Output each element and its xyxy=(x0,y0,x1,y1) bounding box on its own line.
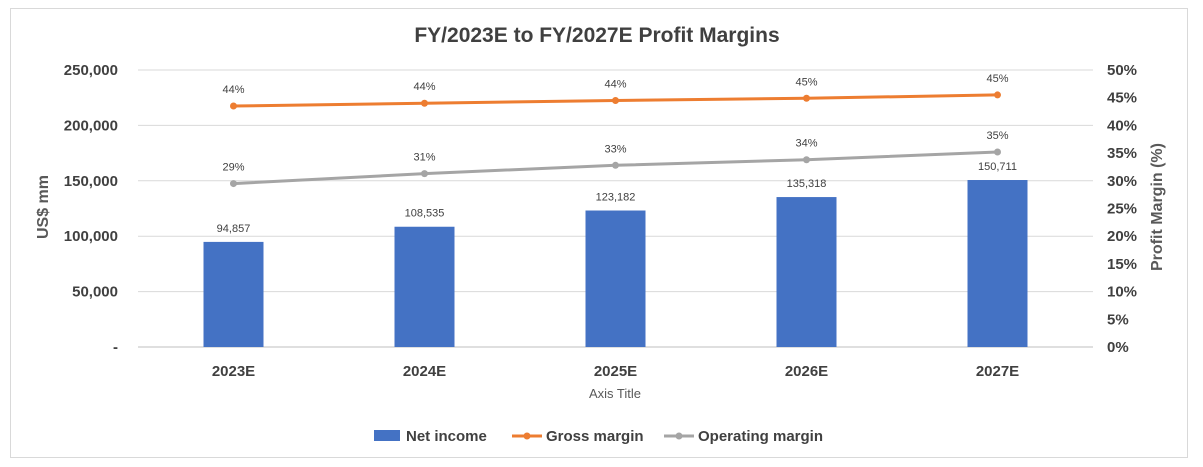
operating-margin-data-label: 33% xyxy=(604,143,626,155)
bar-data-label: 150,711 xyxy=(978,161,1017,173)
operating-margin-data-label: 34% xyxy=(795,138,817,150)
line-series: 44% 44% 44% 45% 45% 29% 31% 33% 34% 35% xyxy=(222,73,1009,188)
y2-axis-ticks: 0% 5% 10% 15% 20% 25% 30% 35% 40% 45% 50% xyxy=(1107,62,1137,356)
x-tick-label: 2024E xyxy=(403,363,446,380)
y2-tick-label: 50% xyxy=(1107,62,1137,79)
operating-margin-data-label: 31% xyxy=(413,152,435,164)
gross-margin-data-label: 45% xyxy=(795,76,817,88)
y-axis-label: US$ mm xyxy=(35,175,52,239)
x-tick-label: 2023E xyxy=(212,363,255,380)
y-tick-label: 150,000 xyxy=(64,173,118,190)
legend-label-gross-margin: Gross margin xyxy=(546,428,644,445)
y2-tick-label: 30% xyxy=(1107,173,1137,190)
legend-marker-gross-margin xyxy=(523,432,531,440)
legend-label-net-income: Net income xyxy=(406,428,487,445)
y-tick-label: 50,000 xyxy=(72,284,118,301)
bar-data-label: 135,318 xyxy=(787,178,827,190)
chart-frame xyxy=(10,8,1188,458)
y2-tick-label: 5% xyxy=(1107,311,1129,328)
y-tick-label: - xyxy=(113,339,118,356)
y-tick-label: 100,000 xyxy=(64,228,118,245)
operating-margin-point xyxy=(421,170,428,178)
legend: Net income Gross margin Operating margin xyxy=(374,428,823,445)
bar-data-label: 94,857 xyxy=(217,223,251,235)
gross-margin-data-label: 44% xyxy=(222,84,244,96)
bar-2026E xyxy=(776,197,837,347)
y2-tick-label: 0% xyxy=(1107,339,1129,356)
bar-data-label: 108,535 xyxy=(405,208,445,220)
x-tick-label: 2025E xyxy=(594,363,637,380)
bar-2025E xyxy=(585,210,646,347)
x-axis-ticks: 2023E 2024E 2025E 2026E 2027E xyxy=(212,363,1019,380)
y2-tick-label: 35% xyxy=(1107,145,1137,162)
legend-label-operating-margin: Operating margin xyxy=(698,428,823,445)
operating-margin-data-label: 35% xyxy=(986,130,1008,142)
gross-margin-point xyxy=(230,102,237,110)
operating-margin-data-label: 29% xyxy=(222,162,244,174)
y2-tick-label: 20% xyxy=(1107,228,1137,245)
y2-tick-label: 45% xyxy=(1107,90,1137,107)
operating-margin-point xyxy=(230,180,237,188)
bar-2023E xyxy=(203,241,264,347)
operating-margin-point xyxy=(803,156,810,164)
y2-tick-label: 10% xyxy=(1107,284,1137,301)
gross-margin-data-label: 44% xyxy=(604,78,626,90)
chart-title: FY/2023E to FY/2027E Profit Margins xyxy=(414,24,779,47)
gross-margin-data-label: 44% xyxy=(413,81,435,93)
bar-series: 94,857 108,535 123,182 135,318 150,711 xyxy=(203,161,1028,347)
bar-2027E xyxy=(967,180,1028,347)
operating-margin-point xyxy=(994,148,1001,156)
bar-2024E xyxy=(394,226,455,347)
gross-margin-point xyxy=(803,94,810,102)
y-axis-ticks: - 50,000 100,000 150,000 200,000 250,000 xyxy=(64,62,118,356)
x-axis-label: Axis Title xyxy=(589,386,641,401)
y-tick-label: 250,000 xyxy=(64,62,118,79)
y2-tick-label: 40% xyxy=(1107,117,1137,134)
y2-axis-label: Profit Margin (%) xyxy=(1149,143,1166,271)
gross-margin-data-label: 45% xyxy=(986,73,1008,85)
gross-margin-point xyxy=(612,96,619,104)
gross-margin-point xyxy=(421,99,428,107)
bar-data-label: 123,182 xyxy=(596,192,636,204)
operating-margin-point xyxy=(612,161,619,169)
y2-tick-label: 25% xyxy=(1107,201,1137,218)
legend-swatch-net-income xyxy=(374,430,400,441)
x-tick-label: 2026E xyxy=(785,363,828,380)
y-tick-label: 200,000 xyxy=(64,117,118,134)
x-tick-label: 2027E xyxy=(976,363,1019,380)
gross-margin-point xyxy=(994,91,1001,99)
y2-tick-label: 15% xyxy=(1107,256,1137,273)
legend-marker-operating-margin xyxy=(675,432,683,440)
